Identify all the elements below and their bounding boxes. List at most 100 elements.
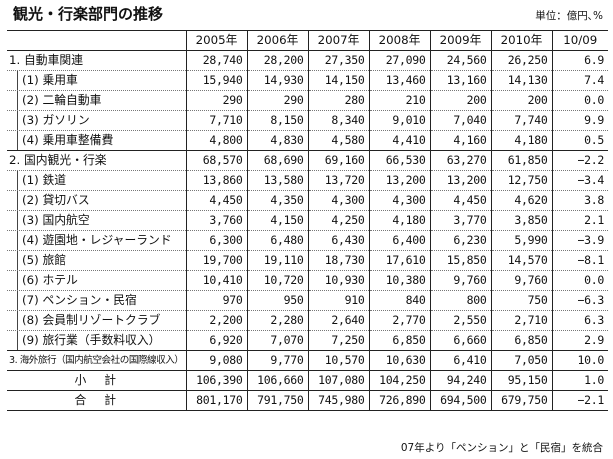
value-cell: 10,410	[185, 270, 247, 291]
row-label: 3. 海外旅行（国内航空会社の国際線収入）	[7, 350, 186, 371]
change-cell: 6.3	[551, 310, 608, 331]
table-row: (1) 鉄道 13,860 13,580 13,720 13,200 13,200 12,7…	[7, 170, 608, 191]
value-cell: 6,400	[368, 230, 430, 251]
row-label-text: (9) 旅行業（手数料収入）	[17, 331, 160, 350]
row-label-text: (2) 二輪自動車	[17, 91, 101, 110]
value-cell: 8,340	[307, 110, 369, 131]
table-row: (4) 遊園地・レジャーランド 6,300 6,480 6,430 6,400 6,230…	[7, 230, 608, 251]
table-row: (3) 国内航空 3,760 4,150 4,250 4,180 3,770 3,850 2.…	[7, 210, 608, 231]
table-row: 1. 自動車関連 28,740 28,200 27,350 27,090 24,560 26…	[7, 50, 608, 71]
value-cell: 6,480	[246, 230, 308, 251]
value-cell: 104,250	[368, 370, 430, 391]
value-cell: 679,750	[490, 390, 552, 411]
value-cell: 9,760	[490, 270, 552, 291]
change-cell: −8.1	[551, 250, 608, 271]
value-cell: 2,280	[246, 310, 308, 331]
table-row: (2) 貸切バス 4,450 4,350 4,300 4,300 4,450 4,620 3.…	[7, 190, 608, 211]
value-cell: 280	[307, 90, 369, 111]
row-label: (6) ホテル	[7, 270, 186, 291]
change-cell: 0.5	[551, 130, 608, 151]
data-table: 2005年 2006年 2007年 2008年 2009年 2010年 10/09 1. 自…	[7, 30, 608, 411]
value-cell: 750	[490, 290, 552, 311]
value-cell: 13,720	[307, 170, 369, 191]
header-cell-1: 2005年	[185, 30, 247, 51]
table-row: (9) 旅行業（手数料収入） 6,920 7,070 7,250 6,850 6,660 6…	[7, 330, 608, 351]
value-cell: 13,200	[429, 170, 491, 191]
value-cell: 6,230	[429, 230, 491, 251]
value-cell: 910	[307, 290, 369, 311]
value-cell: 26,250	[490, 50, 552, 71]
value-cell: 694,500	[429, 390, 491, 411]
row-label-text: (5) 旅館	[17, 251, 66, 270]
value-cell: 4,160	[429, 130, 491, 151]
value-cell: 6,430	[307, 230, 369, 251]
value-cell: 840	[368, 290, 430, 311]
value-cell: 4,450	[429, 190, 491, 211]
value-cell: 210	[368, 90, 430, 111]
value-cell: 6,850	[368, 330, 430, 351]
value-cell: 94,240	[429, 370, 491, 391]
header-cell-5: 2009年	[429, 30, 491, 51]
table-row: 3. 海外旅行（国内航空会社の国際線収入） 9,080 9,770 10,570 10,…	[7, 350, 608, 371]
value-cell: 17,610	[368, 250, 430, 271]
value-cell: 68,570	[185, 150, 247, 171]
value-cell: 6,300	[185, 230, 247, 251]
row-label: 小計	[7, 370, 186, 391]
value-cell: 7,040	[429, 110, 491, 131]
value-cell: 7,050	[490, 350, 552, 371]
value-cell: 726,890	[368, 390, 430, 411]
change-cell: 7.4	[551, 70, 608, 91]
row-label-text: (8) 会員制リゾートクラブ	[17, 311, 160, 330]
page-title: 観光・行楽部門の推移	[13, 5, 164, 23]
header-cell-4: 2008年	[368, 30, 430, 51]
value-cell: 106,660	[246, 370, 308, 391]
value-cell: 61,850	[490, 150, 552, 171]
value-cell: 2,640	[307, 310, 369, 331]
value-cell: 9,080	[185, 350, 247, 371]
value-cell: 800	[429, 290, 491, 311]
value-cell: 4,620	[490, 190, 552, 211]
value-cell: 745,980	[307, 390, 369, 411]
change-cell: −2.2	[551, 150, 608, 171]
value-cell: 10,630	[368, 350, 430, 371]
value-cell: 12,750	[490, 170, 552, 191]
value-cell: 10,720	[246, 270, 308, 291]
table-row: (2) 二輪自動車 290 290 280 210 200 200 0.0	[7, 90, 608, 111]
row-label: (2) 二輪自動車	[7, 90, 186, 111]
value-cell: 4,830	[246, 130, 308, 151]
value-cell: 18,730	[307, 250, 369, 271]
value-cell: 290	[185, 90, 247, 111]
value-cell: 15,940	[185, 70, 247, 91]
value-cell: 4,580	[307, 130, 369, 151]
unit-label: 単位：億円､%	[535, 10, 603, 22]
value-cell: 9,760	[429, 270, 491, 291]
row-label: (3) 国内航空	[7, 210, 186, 231]
value-cell: 10,570	[307, 350, 369, 371]
header-cell-3: 2007年	[307, 30, 369, 51]
table-row: (5) 旅館 19,700 19,110 18,730 17,610 15,850 14,5…	[7, 250, 608, 271]
value-cell: 4,180	[368, 210, 430, 231]
value-cell: 4,800	[185, 130, 247, 151]
value-cell: 970	[185, 290, 247, 311]
value-cell: 4,300	[368, 190, 430, 211]
value-cell: 5,990	[490, 230, 552, 251]
value-cell: 950	[246, 290, 308, 311]
value-cell: 2,710	[490, 310, 552, 331]
table-row: 2. 国内観光・行楽 68,570 68,690 69,160 66,530 63,270…	[7, 150, 608, 171]
change-cell: −3.9	[551, 230, 608, 251]
row-label: 1. 自動車関連	[7, 50, 186, 71]
value-cell: 3,760	[185, 210, 247, 231]
change-cell: 1.0	[551, 370, 608, 391]
row-label-text: (1) 乗用車	[17, 71, 78, 90]
table-body: 1. 自動車関連 28,740 28,200 27,350 27,090 24,560 26…	[7, 50, 608, 411]
value-cell: 8,150	[246, 110, 308, 131]
change-cell: −2.1	[551, 390, 608, 411]
value-cell: 4,350	[246, 190, 308, 211]
value-cell: 28,740	[185, 50, 247, 71]
value-cell: 13,160	[429, 70, 491, 91]
value-cell: 28,200	[246, 50, 308, 71]
value-cell: 7,070	[246, 330, 308, 351]
row-label-text: (2) 貸切バス	[17, 191, 90, 210]
table-row: (1) 乗用車 15,940 14,930 14,150 13,460 13,160 14,…	[7, 70, 608, 91]
change-cell: 0.0	[551, 270, 608, 291]
